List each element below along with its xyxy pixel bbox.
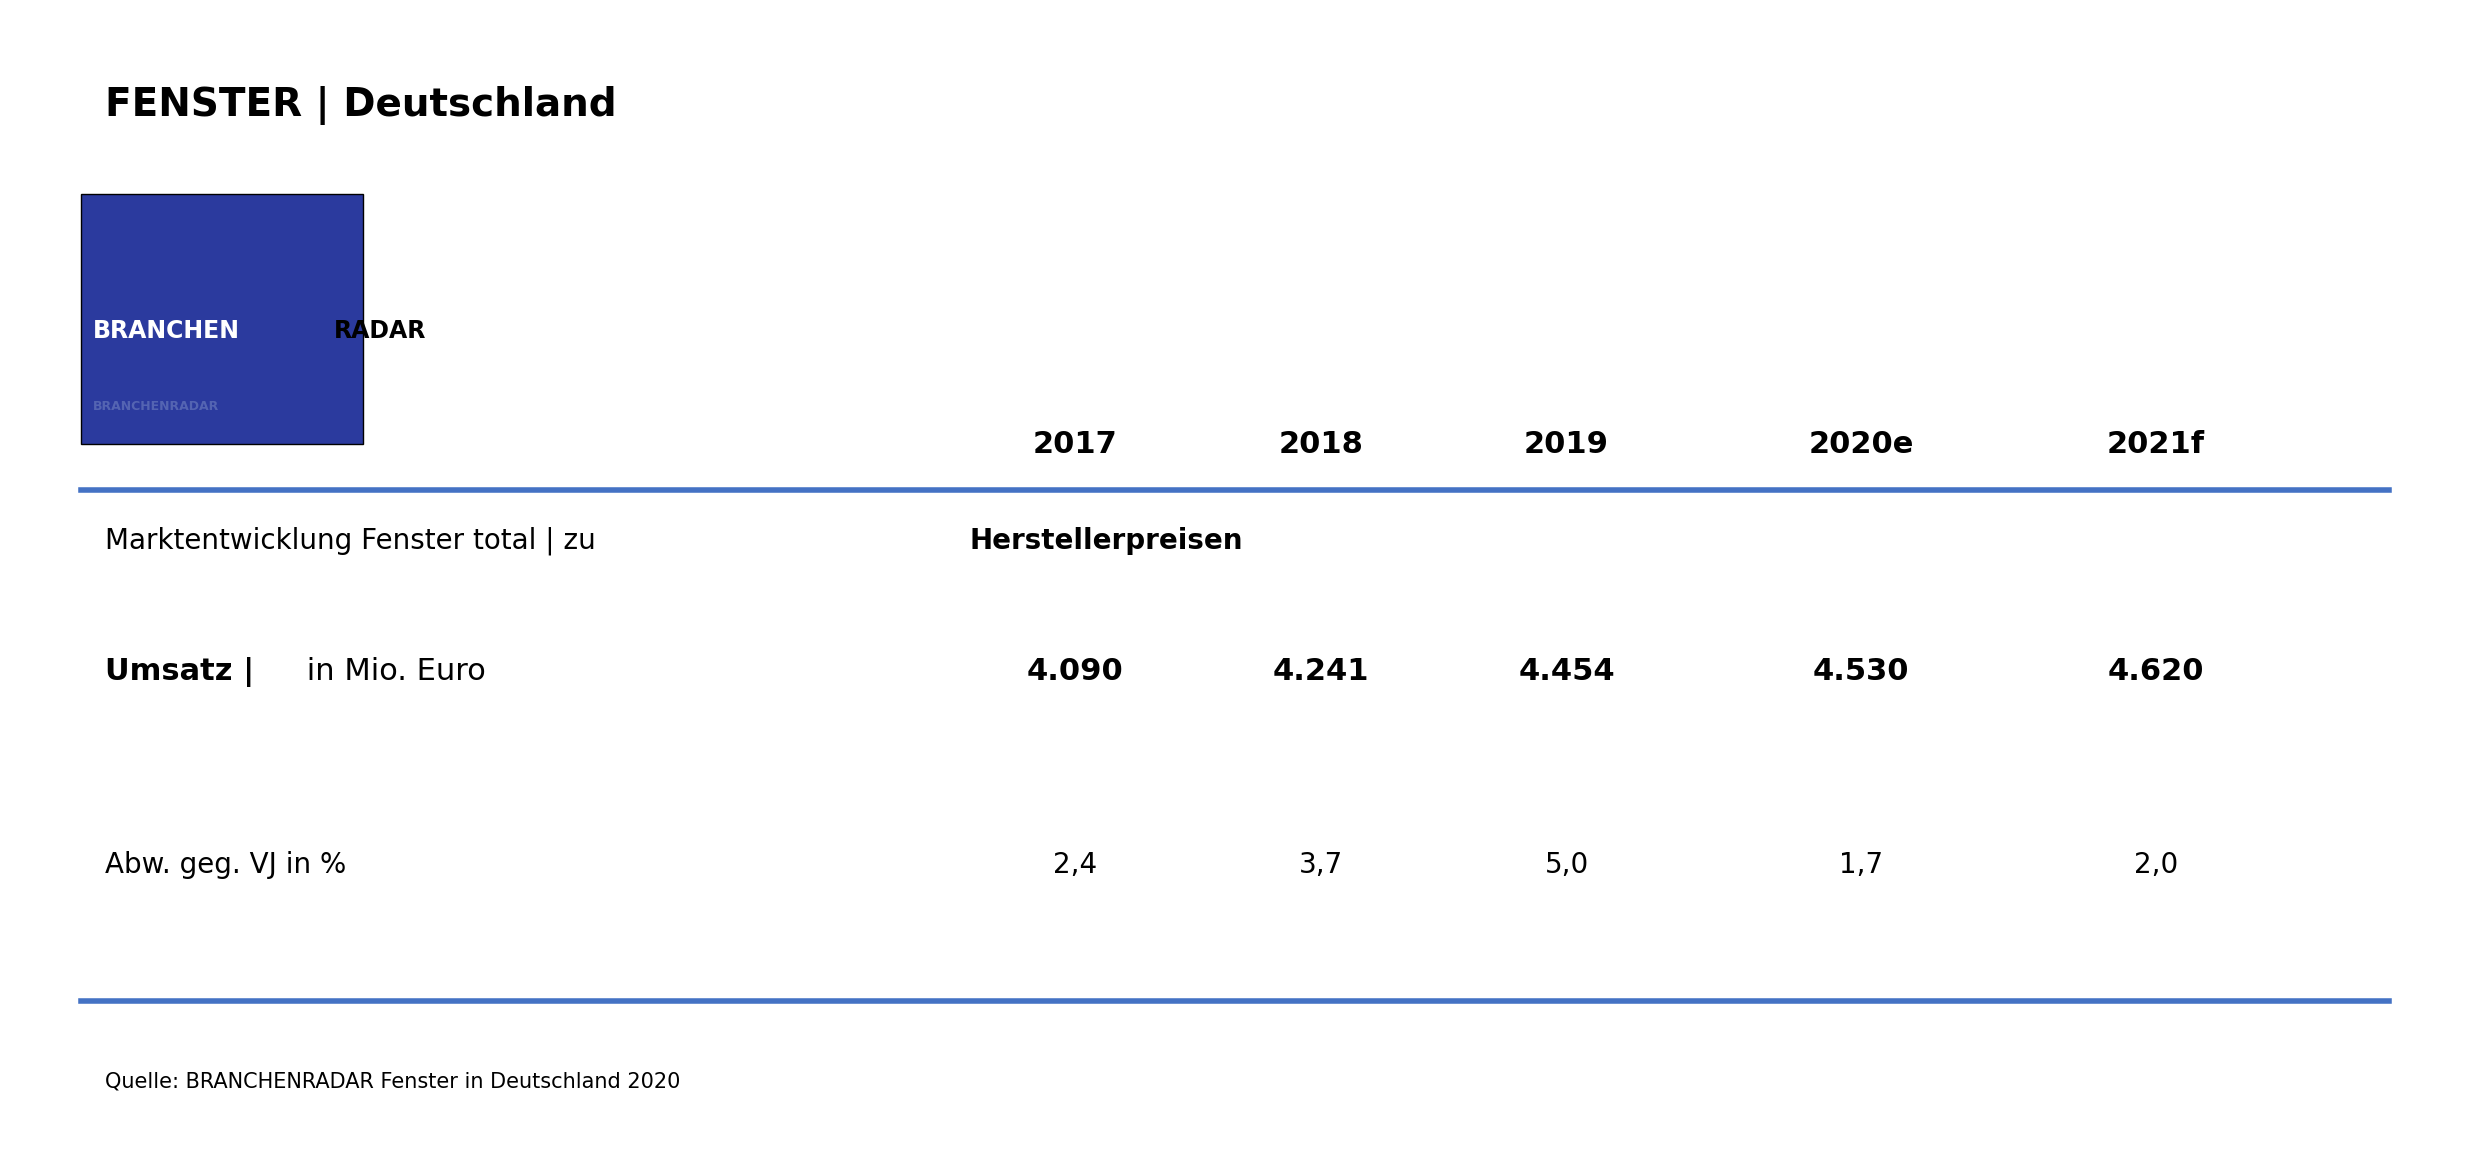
Text: Umsatz |: Umsatz | (106, 657, 254, 687)
Text: 2017: 2017 (1032, 430, 1119, 459)
Text: Marktentwicklung Fenster total | zu: Marktentwicklung Fenster total | zu (106, 527, 605, 555)
Text: 2018: 2018 (1279, 430, 1363, 459)
Text: Herstellerpreisen: Herstellerpreisen (971, 527, 1242, 555)
Text: 2020e: 2020e (1808, 430, 1914, 459)
Text: 5,0: 5,0 (1544, 851, 1588, 879)
FancyBboxPatch shape (82, 194, 363, 444)
Text: FENSTER | Deutschland: FENSTER | Deutschland (106, 86, 618, 125)
Text: BRANCHEN: BRANCHEN (94, 319, 240, 343)
Text: 4.090: 4.090 (1028, 657, 1124, 687)
Text: 2021f: 2021f (2107, 430, 2206, 459)
Text: Abw. geg. VJ in %: Abw. geg. VJ in % (106, 851, 346, 879)
Text: RADAR: RADAR (333, 319, 425, 343)
Text: in Mio. Euro: in Mio. Euro (296, 657, 487, 687)
Text: 2,0: 2,0 (2134, 851, 2179, 879)
Text: 1,7: 1,7 (1840, 851, 1882, 879)
Text: 3,7: 3,7 (1299, 851, 1344, 879)
Text: 2019: 2019 (1524, 430, 1608, 459)
Text: BRANCHENRADAR: BRANCHENRADAR (94, 400, 220, 413)
Text: 2,4: 2,4 (1052, 851, 1097, 879)
Text: 4.620: 4.620 (2107, 657, 2203, 687)
Text: Quelle: BRANCHENRADAR Fenster in Deutschland 2020: Quelle: BRANCHENRADAR Fenster in Deutsch… (106, 1072, 682, 1092)
Text: 4.530: 4.530 (1813, 657, 1909, 687)
Text: 4.454: 4.454 (1519, 657, 1615, 687)
Text: 4.241: 4.241 (1272, 657, 1368, 687)
